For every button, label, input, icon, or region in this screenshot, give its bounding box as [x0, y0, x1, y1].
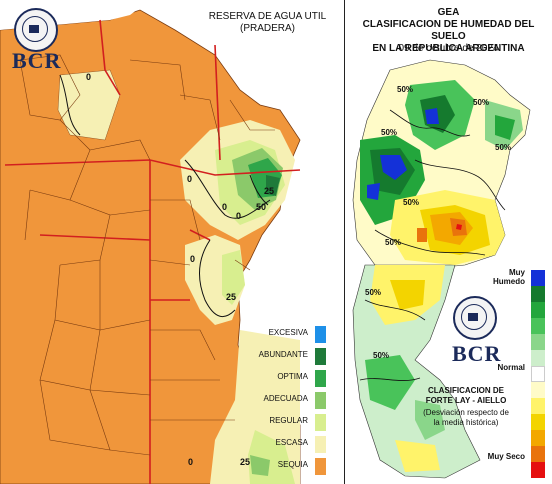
isolines: [359, 109, 506, 381]
legend-swatch: [315, 326, 326, 343]
escasa-region-north: [57, 69, 121, 141]
classification-subtitle-line1: (Desviación respecto de: [423, 408, 509, 417]
isoline-label: 0: [222, 202, 227, 212]
legend-item-regular: REGULAR: [256, 414, 326, 432]
legend-swatch: [315, 458, 326, 475]
legend-label: ABUNDANTE: [258, 350, 308, 359]
isoline-label: 0: [86, 72, 91, 82]
isoline-label: 25: [226, 292, 236, 302]
pradera-water-reserve-map-panel: 0 0 0 50 25 0 0 25 0 25 BCR RESERVA DE A…: [0, 0, 345, 484]
legend-label: REGULAR: [269, 416, 308, 425]
legend-swatch: [315, 348, 326, 365]
regular-region-center: [222, 250, 245, 305]
isoline-label: 50%: [381, 128, 397, 137]
legend-label: ESCASA: [275, 438, 308, 447]
province-boundaries: [4, 19, 301, 484]
isoline-label: 0: [187, 174, 192, 184]
scale-step: [531, 318, 545, 334]
classification-title-line2: FORTE LAY - AIELLO: [425, 396, 507, 405]
isoline-label: 50%: [397, 85, 413, 94]
isoline-label: 0: [190, 254, 195, 264]
scale-label-top: Muy Humedo: [493, 268, 525, 286]
isoline-label: 0: [236, 211, 241, 221]
scale-label-bottom: Muy Seco: [487, 452, 525, 461]
legend-label: EXCESIVA: [268, 328, 308, 337]
isoline-label: 50%: [373, 351, 389, 360]
classification-subtitle: (Desviación respecto de la media históri…: [411, 408, 521, 428]
legend-item-sequia: SEQUIA: [256, 458, 326, 476]
scale-label-mid: Normal: [497, 363, 525, 372]
legend-item-optima: OPTIMA: [256, 370, 326, 388]
left-title-line2: (PRADERA): [239, 23, 295, 34]
isoline-label: 0: [188, 457, 193, 467]
scale-step: [531, 462, 545, 478]
isoline-label: 50%: [495, 143, 511, 152]
isoline-label: 25: [240, 457, 250, 467]
right-map-title: GEA CLASIFICACION DE HUMEDAD DEL SUELO E…: [345, 7, 552, 55]
legend-item-abundante: ABUNDANTE: [256, 348, 326, 366]
legend-label: OPTIMA: [277, 372, 308, 381]
abundante-region-east: [266, 175, 280, 196]
legend-item-escasa: ESCASA: [256, 436, 326, 454]
right-title-line1: GEA: [437, 7, 460, 18]
bcr-brand: BCR: [452, 341, 502, 366]
isoline-label: 25: [264, 186, 274, 196]
isolines: [59, 74, 271, 318]
right-title-line2: CLASIFICACION DE HUMEDAD DEL SUELO: [362, 19, 535, 42]
left-map-title: RESERVA DE AGUA UTIL (PRADERA): [195, 11, 340, 35]
bcr-seal-icon: [453, 296, 497, 340]
legend-item-adecuada: ADECUADA: [256, 392, 326, 410]
legend-label: SEQUIA: [277, 460, 308, 469]
department-lines: [19, 54, 275, 456]
scale-step: [531, 446, 545, 462]
scale-step: [531, 366, 545, 382]
legend-swatch: [315, 414, 326, 431]
map-date: 09 de octubre de 2024: [398, 43, 499, 54]
scale-step: [531, 398, 545, 414]
left-title-line1: RESERVA DE AGUA UTIL: [208, 11, 327, 22]
scale-step: [531, 270, 545, 286]
scale-step: [531, 286, 545, 302]
bcr-brand: BCR: [12, 48, 62, 73]
isoline-label: 50: [256, 202, 266, 212]
isoline-label: 50%: [365, 288, 381, 297]
soil-moisture-classification-panel: 50% 50% 50% 50% 50% 50% 50% 50% GEA CLAS…: [345, 0, 552, 484]
legend-swatch: [315, 392, 326, 409]
legend-label: ADECUADA: [263, 394, 308, 403]
classification-subtitle-line2: la media histórica): [433, 418, 499, 427]
classification-title: CLASIFICACION DE FORTE LAY - AIELLO: [411, 386, 521, 406]
scale-step: [531, 302, 545, 318]
classification-title-line1: CLASIFICACION DE: [428, 386, 504, 395]
isoline-label: 50%: [385, 238, 401, 247]
right-title-line3: EN LA REPUBLICA ARGENTINA: [372, 43, 525, 54]
scale-step: [531, 334, 545, 350]
legend-item-excesiva: EXCESIVA: [256, 326, 326, 344]
isoline-label: 50%: [403, 198, 419, 207]
isoline-label: 50%: [473, 98, 489, 107]
legend-swatch: [315, 436, 326, 453]
water-reserve-map: 0 0 0 50 25 0 0 25 0 25: [0, 9, 301, 484]
bcr-seal-icon: [14, 8, 58, 52]
soil-moisture-map: 50% 50% 50% 50% 50% 50% 50% 50%: [352, 59, 531, 479]
scale-step: [531, 430, 545, 446]
scale-step: [531, 382, 545, 398]
legend-swatch: [315, 370, 326, 387]
scale-step: [531, 414, 545, 430]
scale-step: [531, 350, 545, 366]
